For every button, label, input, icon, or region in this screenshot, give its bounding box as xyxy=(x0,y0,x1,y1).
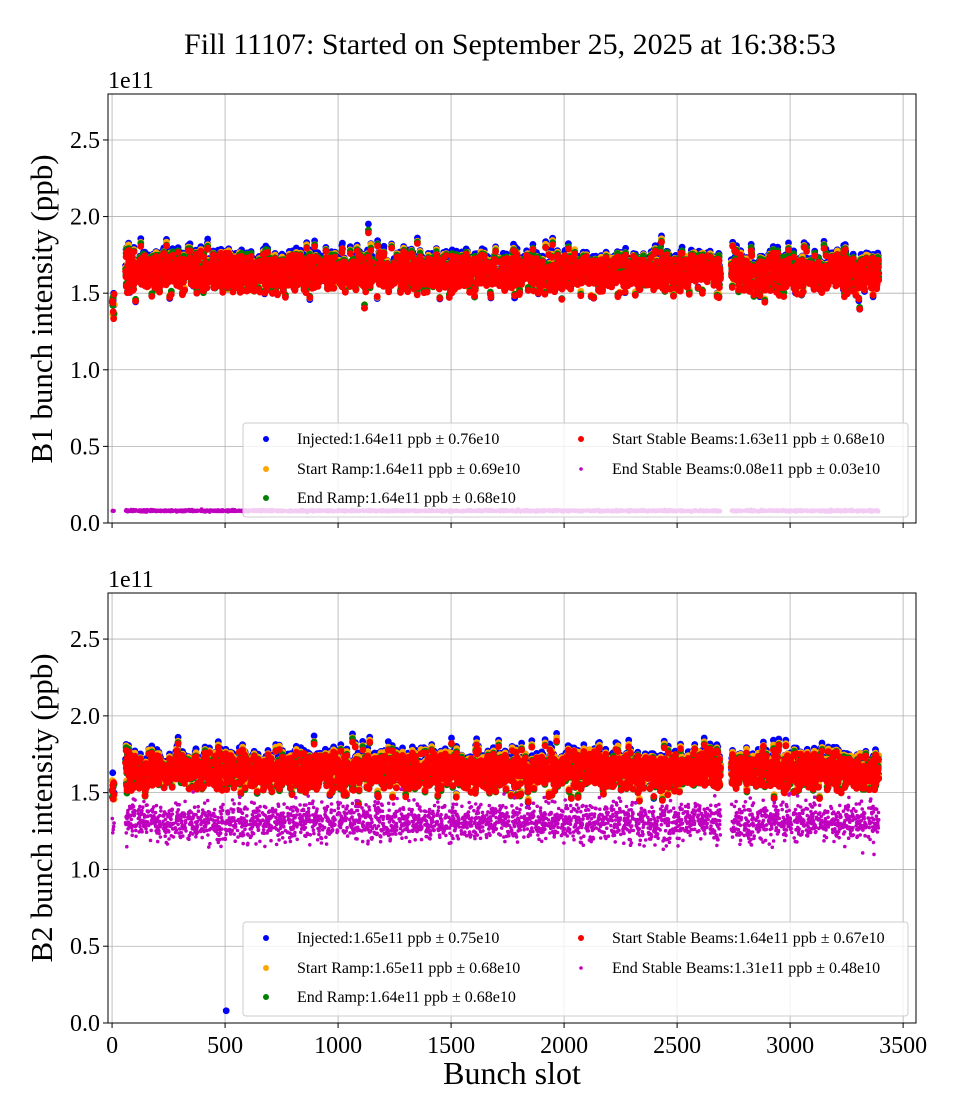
figure: Fill 11107: Started on September 25, 202… xyxy=(0,0,960,1120)
y-tick-label: 1.0 xyxy=(70,358,100,384)
b1-axes: B1 bunch intensity (ppb) 1e11 0.0 0.5 1.0 1… xyxy=(24,68,916,537)
data-point xyxy=(204,236,211,243)
y-tick-label: 2.5 xyxy=(70,128,100,154)
y-tick-label: 1.5 xyxy=(70,281,100,307)
y-tick-label: 2.0 xyxy=(70,205,100,231)
y-tick-label: 0.0 xyxy=(70,511,100,537)
data-point xyxy=(365,221,372,228)
b1-ylabel: B1 bunch intensity (ppb) xyxy=(24,154,59,463)
figure-title: Fill 11107: Started on September 25, 202… xyxy=(184,28,836,61)
y-tick-label: 0.5 xyxy=(70,434,100,460)
b1-offset-label: 1e11 xyxy=(108,68,154,94)
